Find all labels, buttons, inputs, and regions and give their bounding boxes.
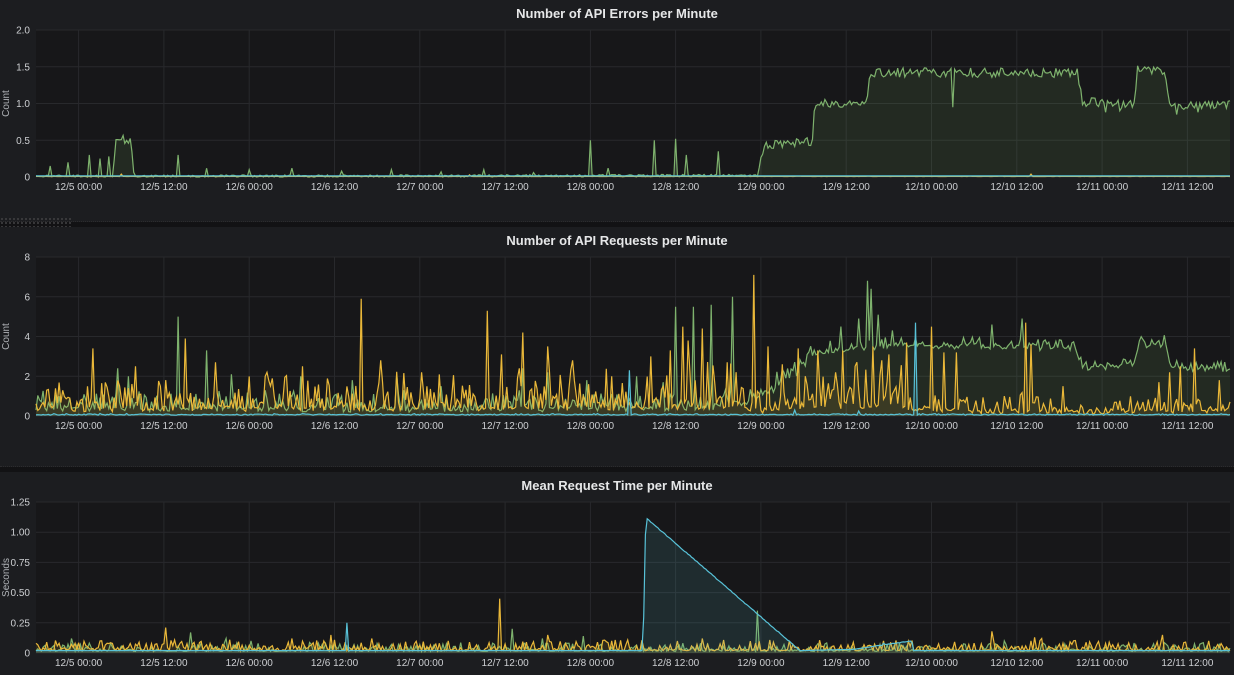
x-tick-label: 12/5 12:00 — [140, 658, 188, 669]
x-tick-label: 12/6 12:00 — [311, 421, 359, 432]
panel-api-errors: Number of API Errors per Minute 0 0.5 1.0 1… — [0, 0, 1234, 227]
chart-row: 0 2 4 6 8 12/5 00:00 12/5 12:00 12/6 00:00 12/6 … — [0, 251, 1234, 432]
y-tick-label: 2 — [24, 372, 30, 383]
x-tick-label: 12/8 00:00 — [567, 182, 615, 193]
chart-canvas[interactable]: 0 2 4 6 8 12/5 00:00 12/5 12:00 12/6 00:00 12/6 … — [0, 251, 1234, 432]
x-tick-label: 12/5 00:00 — [55, 421, 103, 432]
chart-row: 0 0.5 1.0 1.5 2.0 12/5 00:00 12/5 12:00 12/6 00… — [0, 24, 1234, 193]
x-axis-ticks: 12/5 00:00 12/5 12:00 12/6 00:00 12/6 12:00… — [55, 421, 1214, 432]
x-tick-label: 12/8 12:00 — [652, 658, 700, 669]
x-tick-label: 12/8 00:00 — [567, 421, 615, 432]
x-tick-label: 12/11 00:00 — [1076, 182, 1129, 193]
x-tick-label: 12/8 12:00 — [652, 421, 700, 432]
series-cyan-line — [35, 322, 1231, 417]
x-tick-label: 12/7 00:00 — [396, 182, 444, 193]
panel-api-requests: Number of API Requests per Minute 0 2 4 6 8 1… — [0, 227, 1234, 467]
y-tick-label: 0 — [24, 173, 30, 184]
x-tick-label: 12/11 00:00 — [1076, 421, 1129, 432]
series-yellow-fill — [36, 274, 1230, 416]
x-axis-ticks: 12/5 00:00 12/5 12:00 12/6 00:00 12/6 12:00… — [55, 658, 1214, 669]
series-yellow-line — [35, 274, 1231, 416]
grid — [36, 501, 1230, 654]
y-axis-ticks: 0 0.5 1.0 1.5 2.0 — [16, 26, 30, 184]
x-tick-label: 12/11 12:00 — [1161, 658, 1214, 669]
x-tick-label: 12/8 12:00 — [652, 182, 700, 193]
y-tick-label: 4 — [24, 332, 30, 343]
x-tick-label: 12/6 00:00 — [226, 421, 274, 432]
x-tick-label: 12/9 12:00 — [823, 421, 871, 432]
x-tick-label: 12/6 12:00 — [311, 182, 359, 193]
x-tick-label: 12/9 12:00 — [823, 658, 871, 669]
y-axis-label: Seconds — [1, 558, 12, 597]
x-tick-label: 12/11 12:00 — [1161, 182, 1214, 193]
x-tick-label: 12/7 00:00 — [396, 421, 444, 432]
series-cyan-line — [36, 517, 1231, 652]
panel-title-api-errors[interactable]: Number of API Errors per Minute — [516, 6, 718, 21]
y-tick-label: 2.0 — [16, 26, 30, 37]
x-tick-label: 12/7 12:00 — [481, 421, 529, 432]
x-tick-label: 12/5 00:00 — [55, 182, 103, 193]
y-tick-label: 1.5 — [16, 62, 30, 73]
x-tick-label: 12/6 12:00 — [311, 658, 359, 669]
y-tick-label: 1.00 — [11, 528, 31, 539]
y-tick-label: 0.50 — [11, 588, 31, 599]
series-green-fill — [36, 280, 1230, 416]
panel-title-api-requests[interactable]: Number of API Requests per Minute — [506, 233, 728, 248]
y-tick-label: 1.25 — [11, 498, 31, 509]
x-tick-label: 12/9 12:00 — [823, 182, 871, 193]
x-tick-label: 12/5 12:00 — [140, 421, 188, 432]
x-tick-label: 12/10 00:00 — [905, 182, 958, 193]
x-tick-label: 12/10 00:00 — [905, 658, 958, 669]
x-tick-label: 12/10 12:00 — [990, 182, 1043, 193]
x-tick-label: 12/8 00:00 — [567, 658, 615, 669]
mean-request-time-chart[interactable]: 0 0.25 0.50 0.75 1.00 1.25 12/5 00:00 12/5 12:0… — [0, 496, 1234, 669]
y-tick-label: 0.25 — [11, 618, 31, 629]
api-errors-chart[interactable]: 0 0.5 1.0 1.5 2.0 12/5 00:00 12/5 12:00 12/6 00… — [0, 24, 1234, 193]
y-tick-label: 1.0 — [16, 99, 30, 110]
panel-mean-request-time: Mean Request Time per Minute 0 0.25 0.50 0.… — [0, 472, 1234, 675]
grid — [36, 29, 1230, 178]
chart-row: 0 0.25 0.50 0.75 1.00 1.25 12/5 00:00 12/5 12:0… — [0, 496, 1234, 669]
panel-title-mean-request-time[interactable]: Mean Request Time per Minute — [521, 478, 713, 493]
api-requests-chart[interactable]: 0 2 4 6 8 12/5 00:00 12/5 12:00 12/6 00:00 12/6 … — [0, 251, 1234, 432]
x-tick-label: 12/11 00:00 — [1076, 658, 1129, 669]
y-axis-ticks: 0 2 4 6 8 — [24, 253, 30, 423]
series-green-fill — [36, 65, 1230, 177]
x-tick-label: 12/9 00:00 — [737, 658, 785, 669]
y-axis-label: Count — [1, 323, 12, 350]
x-tick-label: 12/5 12:00 — [140, 182, 188, 193]
y-tick-label: 0 — [24, 649, 30, 660]
y-tick-label: 6 — [24, 292, 30, 303]
x-tick-label: 12/6 00:00 — [226, 658, 274, 669]
y-tick-label: 0.5 — [16, 136, 30, 147]
panel-resize-handle[interactable] — [0, 217, 72, 227]
x-tick-label: 12/7 12:00 — [481, 658, 529, 669]
y-axis-label: Count — [1, 90, 12, 117]
y-tick-label: 0.75 — [11, 558, 31, 569]
x-tick-label: 12/10 00:00 — [905, 421, 958, 432]
x-tick-label: 12/7 00:00 — [396, 658, 444, 669]
x-tick-label: 12/11 12:00 — [1161, 421, 1214, 432]
x-axis-ticks: 12/5 00:00 12/5 12:00 12/6 00:00 12/6 12:00… — [55, 182, 1214, 193]
chart-canvas[interactable]: 0 0.25 0.50 0.75 1.00 1.25 12/5 00:00 12/5 12:0… — [0, 496, 1234, 669]
plot-background — [36, 502, 1230, 653]
y-axis-ticks: 0 0.25 0.50 0.75 1.00 1.25 — [11, 498, 31, 660]
x-tick-label: 12/5 00:00 — [55, 658, 103, 669]
x-tick-label: 12/9 00:00 — [737, 421, 785, 432]
x-tick-label: 12/6 00:00 — [226, 182, 274, 193]
x-tick-label: 12/10 12:00 — [990, 421, 1043, 432]
y-tick-label: 8 — [24, 253, 30, 264]
y-tick-label: 0 — [24, 412, 30, 423]
x-tick-label: 12/7 12:00 — [481, 182, 529, 193]
x-tick-label: 12/9 00:00 — [737, 182, 785, 193]
x-tick-label: 12/10 12:00 — [990, 658, 1043, 669]
chart-canvas[interactable]: 0 0.5 1.0 1.5 2.0 12/5 00:00 12/5 12:00 12/6 00… — [0, 24, 1234, 193]
